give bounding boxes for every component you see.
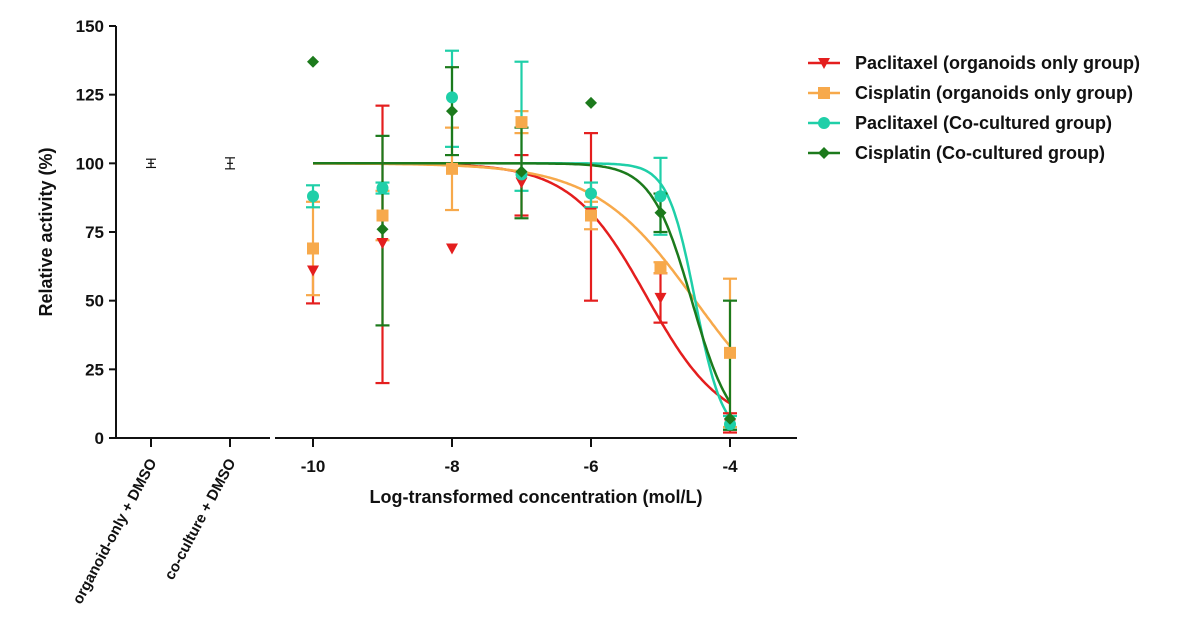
data-point: [515, 116, 528, 129]
legend-label: Cisplatin (Co-cultured group): [855, 143, 1105, 163]
data-point: [654, 261, 667, 274]
x-tick-label: -6: [583, 457, 598, 476]
axes: 0 25 50 75 100 125 150 -10 -8 -6 -4: [76, 17, 797, 476]
y-tick-label: 125: [76, 86, 104, 105]
data-point: [446, 105, 458, 118]
legend-marker: [818, 117, 830, 129]
data-point: [724, 412, 736, 425]
control-label: co-culture + DMSO: [161, 456, 239, 583]
data-point: [654, 292, 667, 304]
data-point: [515, 165, 528, 178]
x-tick-label: -8: [444, 457, 459, 476]
data-point: [307, 265, 319, 277]
data-point: [376, 237, 389, 249]
x-tick-label: -4: [722, 457, 738, 476]
x-tick-label: -10: [301, 457, 326, 476]
data-point: [307, 55, 319, 68]
data-point: [654, 206, 667, 219]
data-point: [585, 96, 597, 109]
y-tick-label: 150: [76, 17, 104, 36]
y-tick-label: 50: [85, 292, 104, 311]
legend-marker: [818, 87, 830, 99]
data-point: [376, 223, 389, 236]
x-axis-title: Log-transformed concentration (mol/L): [370, 487, 703, 507]
data-point: [585, 209, 597, 222]
y-axis-title: Relative activity (%): [36, 147, 56, 316]
y-tick-label: 0: [95, 429, 104, 448]
data-point: [307, 190, 319, 203]
data-point: [515, 177, 528, 189]
legend-marker: [818, 58, 830, 69]
data-point: [376, 182, 389, 195]
legend: Paclitaxel (organoids only group) Cisplat…: [808, 53, 1140, 163]
y-tick-label: 75: [85, 223, 104, 242]
y-tick-label: 25: [85, 360, 104, 379]
data-point: [446, 91, 458, 104]
y-tick-label: 100: [76, 154, 104, 173]
control-label: organoid-only + DMSO: [69, 456, 160, 607]
legend-label: Cisplatin (organoids only group): [855, 83, 1133, 103]
legend-label: Paclitaxel (organoids only group): [855, 53, 1140, 73]
data-point: [654, 190, 667, 203]
data-point: [307, 242, 319, 255]
data-point: [446, 162, 458, 175]
data-point: [585, 187, 597, 200]
legend-label: Paclitaxel (Co-cultured group): [855, 113, 1112, 133]
data-point: [446, 243, 458, 255]
data-point: [376, 209, 389, 222]
data-points: [307, 55, 736, 431]
legend-marker: [818, 147, 830, 159]
data-point: [724, 346, 736, 359]
